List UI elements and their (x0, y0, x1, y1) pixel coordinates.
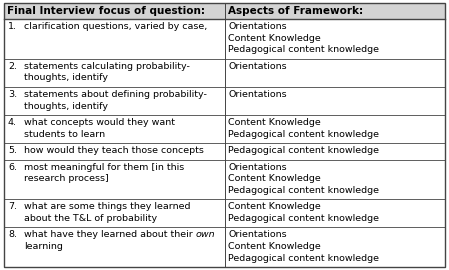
Text: 2.: 2. (8, 62, 17, 71)
Text: Pedagogical content knowledge: Pedagogical content knowledge (229, 45, 379, 55)
Text: 3.: 3. (8, 90, 17, 99)
Text: Pedagogical content knowledge: Pedagogical content knowledge (229, 146, 379, 155)
Text: Pedagogical content knowledge: Pedagogical content knowledge (229, 186, 379, 195)
Text: 5.: 5. (8, 146, 17, 155)
Text: students to learn: students to learn (24, 130, 105, 139)
Text: what have they learned about their: what have they learned about their (24, 230, 196, 239)
Text: thoughts, identify: thoughts, identify (24, 73, 108, 83)
Text: research process]: research process] (24, 174, 109, 183)
Text: about the T&L of probability: about the T&L of probability (24, 214, 157, 223)
Text: thoughts, identify: thoughts, identify (24, 102, 108, 111)
Text: Orientations: Orientations (229, 90, 287, 99)
Text: 8.: 8. (8, 230, 17, 239)
Bar (4, 3, 445, 19)
Text: statements calculating probability-: statements calculating probability- (24, 62, 190, 71)
Text: Pedagogical content knowledge: Pedagogical content knowledge (229, 214, 379, 223)
Text: 4.: 4. (8, 118, 17, 127)
Text: own: own (196, 230, 216, 239)
Text: 7.: 7. (8, 202, 17, 211)
Text: Final Interview focus of question:: Final Interview focus of question: (7, 6, 205, 16)
Text: Content Knowledge: Content Knowledge (229, 174, 321, 183)
Text: what concepts would they want: what concepts would they want (24, 118, 175, 127)
Text: Content Knowledge: Content Knowledge (229, 242, 321, 251)
Text: Content Knowledge: Content Knowledge (229, 34, 321, 43)
Text: statements about defining probability-: statements about defining probability- (24, 90, 207, 99)
Text: Orientations: Orientations (229, 62, 287, 71)
Text: how would they teach those concepts: how would they teach those concepts (24, 146, 204, 155)
Text: clarification questions, varied by case,: clarification questions, varied by case, (24, 22, 207, 31)
Text: 6.: 6. (8, 163, 17, 172)
Text: Content Knowledge: Content Knowledge (229, 202, 321, 211)
Text: what are some things they learned: what are some things they learned (24, 202, 190, 211)
Text: Orientations: Orientations (229, 163, 287, 172)
Text: Aspects of Framework:: Aspects of Framework: (229, 6, 364, 16)
Text: Orientations: Orientations (229, 22, 287, 31)
Text: learning: learning (24, 242, 63, 251)
Text: Orientations: Orientations (229, 230, 287, 239)
Text: 1.: 1. (8, 22, 17, 31)
Text: Pedagogical content knowledge: Pedagogical content knowledge (229, 130, 379, 139)
Text: Content Knowledge: Content Knowledge (229, 118, 321, 127)
Text: most meaningful for them [in this: most meaningful for them [in this (24, 163, 184, 172)
Text: Pedagogical content knowledge: Pedagogical content knowledge (229, 254, 379, 262)
